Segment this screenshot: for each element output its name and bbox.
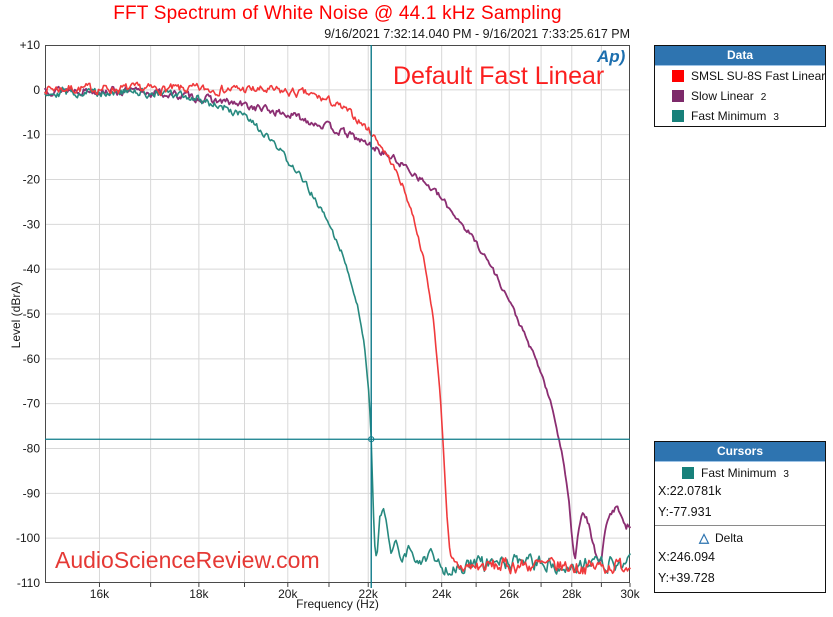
cursor-series-row[interactable]: Fast Minimum 3 — [655, 462, 825, 481]
y-tick-label: -30 — [23, 217, 41, 231]
ap-logo-swoosh: ) — [619, 47, 626, 66]
y-tick-label: -80 — [23, 442, 41, 456]
cursor-series-swatch-teal — [682, 467, 694, 479]
chart-annotation: Default Fast Linear — [393, 62, 605, 90]
cursor-x-value: X:22.0781k — [658, 484, 722, 498]
legend-item-fast-linear[interactable]: SMSL SU-8S Fast Linear — [655, 66, 825, 86]
y-tick-label: -110 — [17, 576, 40, 590]
cursors-panel: Cursors Fast Minimum 3 X:22.0781k Y:-77.… — [654, 441, 826, 593]
legend-item-slow-linear[interactable]: Slow Linear 2 — [655, 86, 825, 106]
delta-triangle-icon: △ — [699, 530, 709, 545]
x-axis-title: Frequency (Hz) — [296, 597, 379, 611]
delta-row: △ Delta — [655, 528, 825, 547]
y-tick-label: -70 — [23, 397, 41, 411]
legend-seq: 2 — [760, 91, 767, 103]
delta-y-value: Y:+39.728 — [658, 571, 715, 585]
series-curve-fast-minimum-3 — [44, 86, 631, 576]
legend-seq: 3 — [773, 111, 779, 123]
x-tick-label: 26k — [500, 587, 520, 601]
data-panel-header: Data — [655, 46, 825, 66]
cursors-panel-header: Cursors — [655, 442, 825, 462]
data-legend-panel: Data SMSL SU-8S Fast Linear Slow Linear … — [654, 45, 826, 127]
x-tick-label: 16k — [90, 587, 110, 601]
x-tick-label: 20k — [278, 587, 298, 601]
watermark-text: AudioScienceReview.com — [55, 547, 320, 573]
chart-subtitle: 9/16/2021 7:32:14.040 PM - 9/16/2021 7:3… — [324, 27, 630, 41]
y-tick-label: +10 — [20, 38, 41, 52]
x-tick-label: 18k — [189, 587, 209, 601]
y-tick-label: -10 — [23, 128, 41, 142]
legend-label: Fast Minimum — [691, 109, 767, 123]
ap-logo: Ap) — [597, 47, 626, 66]
y-tick-label: -100 — [16, 531, 40, 545]
legend-label: Slow Linear — [691, 89, 754, 103]
delta-x-value: X:246.094 — [658, 550, 715, 564]
plot-frame — [45, 45, 630, 583]
x-tick-label: 24k — [432, 587, 452, 601]
cursor-series-label: Fast Minimum — [701, 466, 777, 480]
legend-swatch-red — [672, 70, 684, 82]
delta-label: Delta — [715, 531, 744, 545]
y-tick-label: -50 — [23, 307, 41, 321]
series-curve-smsl-su-8s-fast-linear — [44, 81, 631, 575]
y-tick-label: -90 — [23, 486, 41, 500]
y-tick-label: -20 — [23, 173, 41, 187]
legend-swatch-purple — [672, 90, 684, 102]
chart-title: FFT Spectrum of White Noise @ 44.1 kHz S… — [113, 3, 562, 24]
y-tick-label: -60 — [23, 352, 41, 366]
legend-item-fast-minimum[interactable]: Fast Minimum 3 — [655, 106, 825, 126]
y-tick-label: 0 — [33, 83, 40, 97]
legend-label: SMSL SU-8S Fast Linear — [691, 69, 826, 83]
cursors-separator — [655, 525, 825, 526]
legend-swatch-teal — [672, 110, 684, 122]
x-tick-label: 30k — [620, 587, 640, 601]
y-tick-label: -40 — [23, 262, 41, 276]
series-curve-slow-linear-2 — [44, 85, 631, 564]
cursor-point-marker[interactable] — [368, 436, 375, 443]
y-axis-title: Level (dBrA) — [9, 281, 23, 349]
x-tick-label: 22k — [359, 587, 379, 601]
cursor-y-value: Y:-77.931 — [658, 505, 712, 519]
x-tick-label: 28k — [562, 587, 582, 601]
cursor-series-seq: 3 — [783, 468, 789, 480]
